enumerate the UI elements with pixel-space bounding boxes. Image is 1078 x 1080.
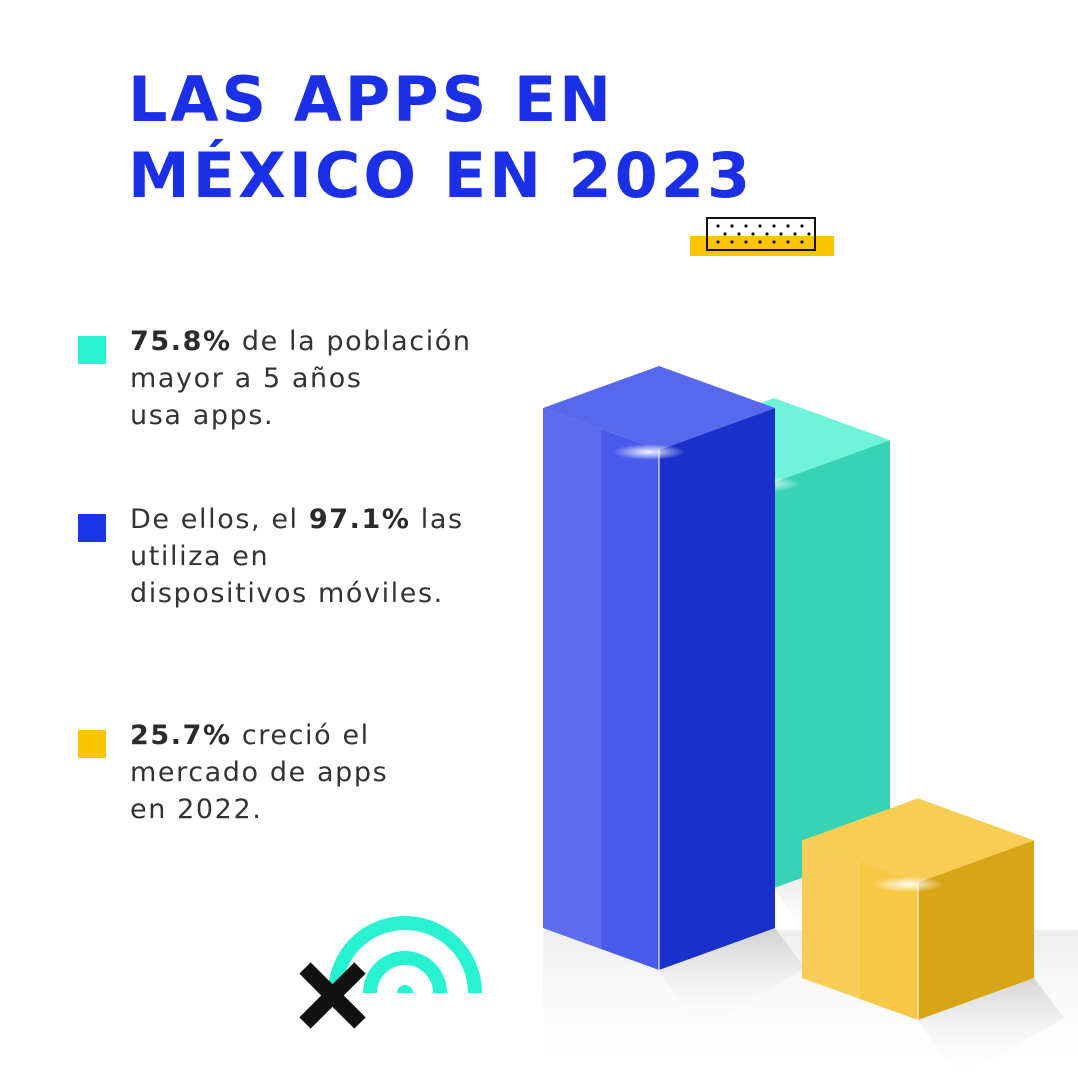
bar-shadow bbox=[918, 978, 1064, 1080]
stat-prefix: De ellos, el bbox=[130, 504, 309, 535]
stat-text: 75.8% de la población mayor a 5 años usa… bbox=[130, 323, 550, 434]
yellow-square-icon bbox=[78, 730, 106, 758]
stat-line-3: en 2022. bbox=[130, 794, 263, 825]
stat-text-after-value: de la población bbox=[231, 326, 472, 357]
stat-suffix: las bbox=[410, 504, 464, 535]
stat-line-2: mayor a 5 años bbox=[130, 363, 363, 394]
bar-glint bbox=[613, 444, 685, 460]
x-wave-logo-icon bbox=[299, 916, 482, 1029]
stat-line-3: usa apps. bbox=[130, 400, 275, 431]
stat-value: 25.7% bbox=[130, 720, 232, 751]
bar-right-face bbox=[774, 440, 890, 888]
teal-square-icon bbox=[78, 336, 106, 364]
stat-line-1: 25.7% creció el bbox=[130, 717, 550, 754]
stat-line-1: 75.8% de la población bbox=[130, 323, 550, 360]
stat-value: 75.8% bbox=[130, 326, 232, 357]
stat-text: De ellos, el 97.1% las utiliza en dispos… bbox=[130, 501, 550, 612]
stat-line-2: mercado de apps bbox=[130, 757, 389, 788]
title-line-2: MÉXICO EN 2023 bbox=[128, 139, 754, 212]
bar-top-face bbox=[543, 366, 775, 450]
bar-right-face bbox=[918, 840, 1034, 1020]
title-line-1: LAS APPS EN bbox=[128, 63, 615, 136]
stat-text-after-value: creció el bbox=[231, 720, 370, 751]
stat-value: 97.1% bbox=[308, 504, 411, 535]
bar-right-face bbox=[659, 408, 775, 970]
stat-line-2: utiliza en bbox=[130, 541, 270, 572]
bar-shadow bbox=[659, 928, 805, 1030]
stat-text: 25.7% creció el mercado de apps en 2022. bbox=[130, 717, 550, 828]
chart-bars bbox=[543, 366, 1064, 1080]
page-title: LAS APPS EN MÉXICO EN 2023 bbox=[128, 62, 828, 214]
stat-line-1: De ellos, el 97.1% las bbox=[130, 501, 550, 538]
bar-top-face bbox=[802, 798, 1034, 883]
bar-glint bbox=[872, 876, 944, 893]
bar-highlight bbox=[802, 840, 860, 999]
blue-square-icon bbox=[78, 514, 106, 542]
dotted-box-icon bbox=[690, 217, 834, 256]
stat-line-3: dispositivos móviles. bbox=[130, 578, 444, 609]
bar-highlight bbox=[543, 408, 601, 949]
